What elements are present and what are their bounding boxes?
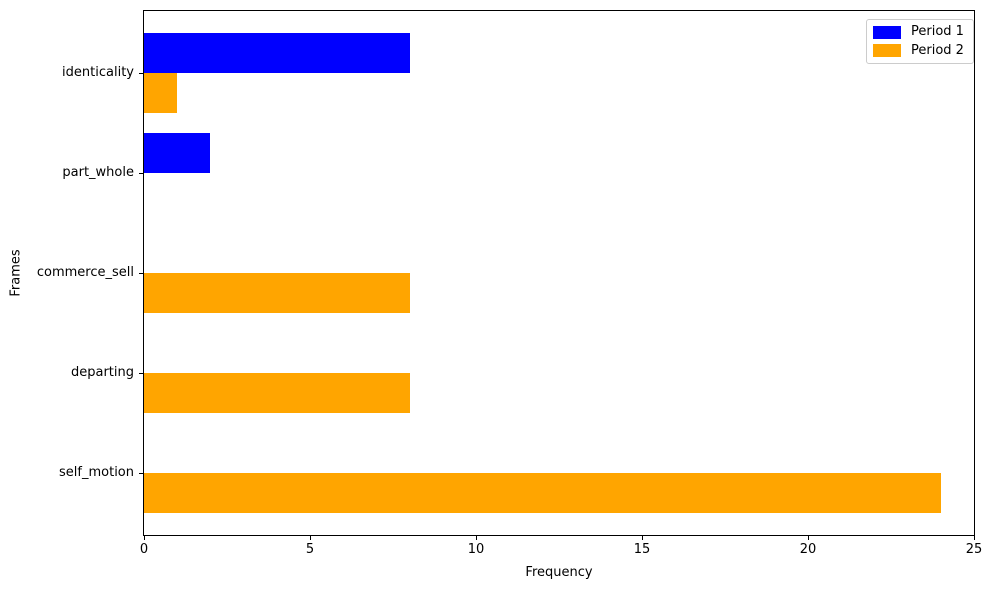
plot-area	[143, 10, 975, 536]
x-tick-mark	[144, 536, 145, 540]
x-tick-label: 5	[305, 542, 315, 557]
y-tick-label: self_motion	[59, 465, 134, 480]
x-tick-mark	[476, 536, 477, 540]
y-tick-mark	[139, 73, 143, 74]
legend: Period 1 Period 2	[866, 19, 974, 64]
y-tick-label: departing	[70, 365, 134, 380]
y-tick-mark	[139, 273, 143, 274]
legend-label: Period 1	[911, 24, 964, 40]
y-tick-label: identicality	[62, 65, 134, 80]
x-tick-mark	[642, 536, 643, 540]
legend-item: Period 1	[873, 24, 967, 40]
y-tick-label: part_whole	[62, 165, 134, 180]
bar-period-1-part_whole	[144, 133, 210, 173]
legend-item: Period 2	[873, 43, 967, 59]
legend-swatch	[873, 25, 901, 39]
bar-period-2-identicality	[144, 73, 177, 113]
bar-period-1-identicality	[144, 33, 410, 73]
x-tick-label: 15	[633, 542, 651, 557]
y-tick-mark	[139, 373, 143, 374]
bar-period-2-commerce_sell	[144, 273, 410, 313]
y-tick-label: commerce_sell	[36, 265, 134, 280]
legend-swatch	[873, 44, 901, 58]
x-tick-mark	[974, 536, 975, 540]
x-tick-label: 20	[799, 542, 817, 557]
bar-period-2-self_motion	[144, 473, 941, 513]
x-axis-label: Frequency	[525, 565, 593, 580]
legend-label: Period 2	[911, 42, 964, 58]
x-tick-label: 10	[467, 542, 485, 557]
x-tick-label: 0	[139, 542, 149, 557]
y-tick-mark	[139, 473, 143, 474]
x-tick-mark	[310, 536, 311, 540]
x-tick-mark	[808, 536, 809, 540]
x-tick-label: 25	[965, 542, 983, 557]
y-tick-mark	[139, 173, 143, 174]
bar-period-2-departing	[144, 373, 410, 413]
